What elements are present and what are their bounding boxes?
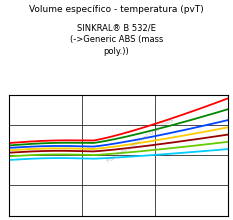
Text: For Educational Use Only: For Educational Use Only [106, 117, 175, 164]
Text: SINKRAL® B 532/E: SINKRAL® B 532/E [77, 23, 156, 32]
Text: Volume específico - temperatura (pvT): Volume específico - temperatura (pvT) [29, 6, 204, 15]
Text: poly.)): poly.)) [104, 47, 129, 56]
Text: (->Generic ABS (mass: (->Generic ABS (mass [70, 35, 163, 44]
